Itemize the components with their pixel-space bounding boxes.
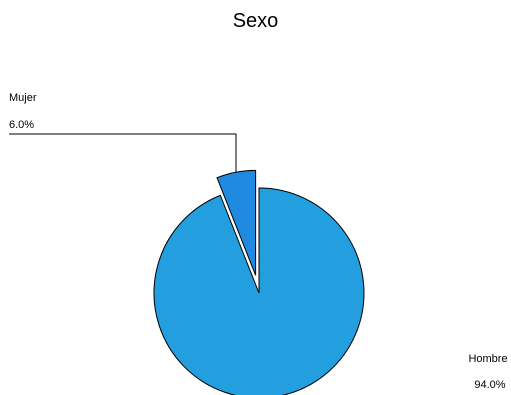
- slice-value-mujer: 6.0%: [9, 119, 34, 131]
- slice-label-hombre: Hombre: [468, 353, 507, 365]
- mujer-leader-line: [9, 133, 237, 173]
- slice-value-hombre: 94.0%: [474, 379, 505, 391]
- pie-slice-hombre: [153, 187, 365, 395]
- chart-title: Sexo: [232, 10, 279, 32]
- pie-slice-mujer: [216, 169, 257, 276]
- slice-label-mujer: Mujer: [9, 92, 37, 104]
